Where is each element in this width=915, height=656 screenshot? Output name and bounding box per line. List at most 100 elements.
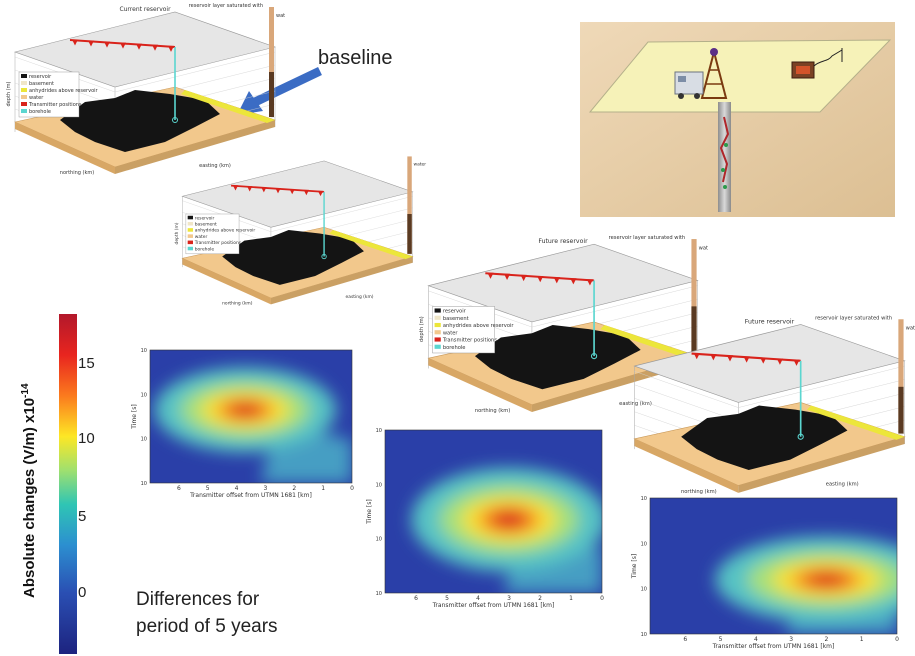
model-title: Current reservoir xyxy=(119,6,171,13)
legend-entry: water xyxy=(195,234,208,240)
heatmap-xtick: 0 xyxy=(350,485,354,492)
truck-right-icon xyxy=(791,48,843,79)
grid-line xyxy=(531,285,698,328)
differences-note: Differences for period of 5 years xyxy=(136,586,278,640)
reservoir-model-baseline-repeat: water depth (m) northing (km) easting (km) r… xyxy=(174,156,426,306)
legend-swatch xyxy=(434,344,441,349)
model-legend xyxy=(432,306,495,354)
heatmap-xtick: 5 xyxy=(719,636,723,643)
colorbar-title-exponent: -14 xyxy=(20,383,31,398)
baseline-label: baseline xyxy=(318,47,393,69)
model-colorbar-top: water xyxy=(276,13,285,19)
heatmap-xtick: 2 xyxy=(538,595,542,602)
transmitter-marker xyxy=(88,40,94,47)
colorbar xyxy=(59,314,77,654)
transmitter-marker xyxy=(120,42,126,49)
transmitter-marker xyxy=(710,354,717,361)
legend-swatch xyxy=(21,74,27,78)
heatmap-xtick: 5 xyxy=(206,485,210,492)
legend-entry: reservoir xyxy=(195,215,215,221)
model-ylabel: depth (m) xyxy=(419,316,425,342)
reservoir-model-current: Current reservoir reservoir layer saturat… xyxy=(6,3,285,176)
transmitter-marker xyxy=(570,278,577,285)
colorbar-title-main: Absolute changes (V/m) x10 xyxy=(21,398,38,598)
heatmap-ytick: 10 xyxy=(141,481,147,487)
legend-entry: anhydrides above reservoir xyxy=(29,88,99,94)
legend-swatch xyxy=(434,308,441,313)
surface-side xyxy=(428,358,532,413)
legend-entry: Transmitter positions xyxy=(194,240,242,246)
colorbar-tick-5: 5 xyxy=(78,508,87,525)
model-colorbar-dark xyxy=(691,306,697,353)
reservoir-area xyxy=(222,229,364,285)
reservoir-area xyxy=(474,325,641,390)
legend-entry: basement xyxy=(195,222,217,228)
grid-line xyxy=(634,384,739,422)
transmitter-marker xyxy=(317,190,324,197)
heatmap-field xyxy=(150,350,352,483)
transmitter-marker xyxy=(487,272,494,279)
heatmap-ytick: 10 xyxy=(141,348,147,354)
transmitter-marker xyxy=(247,186,253,192)
heatmap-ytick: 10 xyxy=(141,392,147,398)
legend-swatch xyxy=(187,234,193,238)
transmitter-marker xyxy=(303,189,310,196)
heatmap-ylabel: Time [s] xyxy=(131,404,138,429)
legend-swatch xyxy=(434,337,441,342)
heatmap-xtick: 0 xyxy=(600,595,604,602)
upper-plane xyxy=(633,324,906,403)
model-colorbar-top: water xyxy=(699,245,708,251)
heatmap-field xyxy=(650,498,897,634)
heatmap-xtick: 1 xyxy=(321,485,325,492)
transmitter-marker xyxy=(232,185,239,191)
model-colorbar xyxy=(269,7,274,117)
heatmap-blob xyxy=(154,367,352,483)
surface-side xyxy=(115,120,275,174)
transmitter-marker xyxy=(104,41,110,48)
anhydride-band xyxy=(600,325,698,360)
legend-swatch xyxy=(21,109,27,113)
heatmap-ytick: 10 xyxy=(641,587,647,593)
model-title: Future reservoir xyxy=(745,318,795,325)
heatmap-xtick: 3 xyxy=(264,485,268,492)
anhydride-band xyxy=(806,405,905,440)
heatmap-frame xyxy=(149,349,353,484)
heatmap-ytick: 10 xyxy=(376,591,382,597)
borehole-end xyxy=(590,352,598,360)
transmitter-marker xyxy=(275,188,281,194)
heatmap-xtick: 6 xyxy=(177,485,181,492)
surface-side xyxy=(270,256,413,305)
baseline-arrow xyxy=(237,66,322,115)
surface-side xyxy=(182,258,271,305)
model-colorbar-title: reservoir layer saturated with xyxy=(189,3,263,9)
transmitter-marker xyxy=(693,353,700,360)
grid-line xyxy=(634,371,739,408)
transmitter-marker xyxy=(553,277,560,284)
legend-entry: Transmitter positions xyxy=(442,338,497,344)
surface-side xyxy=(634,438,739,493)
heatmap-peak xyxy=(491,510,527,529)
reservoir-area xyxy=(681,405,848,470)
model-easting-label: easting (km) xyxy=(619,401,652,407)
heatmap-xtick: 2 xyxy=(292,485,296,492)
transmitter-marker xyxy=(152,44,158,51)
model-colorbar-top: water xyxy=(906,326,915,332)
legend-swatch xyxy=(434,330,441,335)
transmitter-marker xyxy=(503,273,511,281)
drilling-rig-icon xyxy=(700,48,728,99)
heatmap-ytick: 10 xyxy=(641,541,647,547)
heatmap-ylabel: Time [s] xyxy=(366,499,373,524)
model-northing-label: northing (km) xyxy=(222,300,253,306)
heatmap-xtick: 6 xyxy=(414,595,418,602)
model-title: Future reservoir xyxy=(538,238,588,245)
transmitter-marker xyxy=(760,357,767,364)
grid-line xyxy=(270,196,413,232)
legend-swatch xyxy=(187,221,193,226)
heatmap-blob xyxy=(411,467,602,593)
heatmap-ytick: 10 xyxy=(376,482,382,488)
model-colorbar xyxy=(898,319,904,434)
transmitter-marker xyxy=(136,43,142,50)
legend-entry: Transmitter positions xyxy=(28,102,82,108)
